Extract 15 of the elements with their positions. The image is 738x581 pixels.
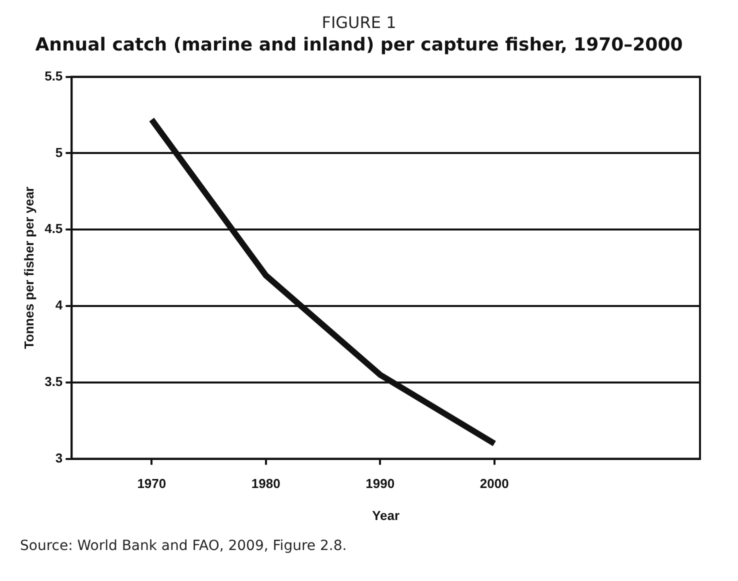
y-tick-label: 5: [55, 144, 63, 160]
x-axis-title: Year: [372, 508, 400, 523]
y-axis-title: Tonnes per fisher per year: [21, 186, 36, 349]
y-tick-label: 3.5: [44, 374, 63, 389]
chart-subtitle: Annual catch (marine and inland) per capture fisher, 1970–2000: [35, 34, 683, 56]
source-note: Source: World Bank and FAO, 2009, Figure 2.8.: [19, 537, 348, 554]
x-tick-label: 2000: [480, 476, 509, 492]
x-tick-label: 1980: [251, 476, 280, 492]
y-tick-label: 3: [55, 450, 63, 466]
y-tick-label: 4.5: [44, 221, 63, 236]
x-tick-label: 1990: [366, 476, 395, 492]
y-tick-label: 5.5: [44, 68, 63, 84]
y-tick-label: 4: [55, 298, 64, 313]
chart-title: FIGURE 1: [322, 12, 396, 32]
x-tick-label: 1970: [137, 476, 166, 492]
